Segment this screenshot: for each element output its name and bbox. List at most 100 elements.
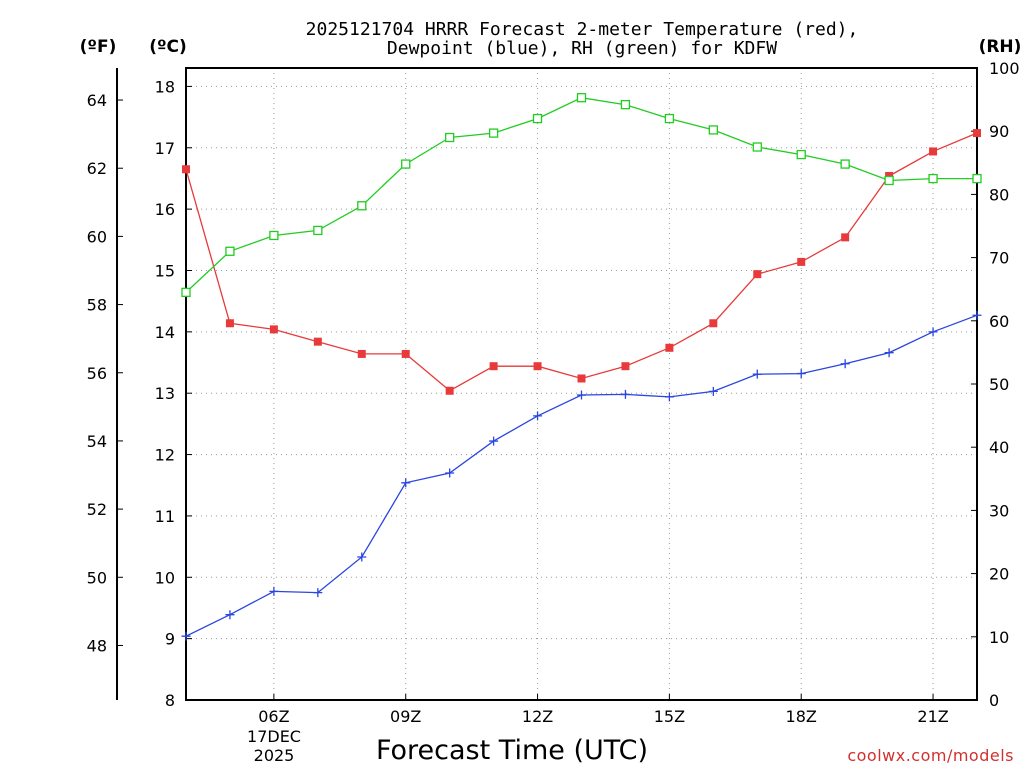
rh-tick-label: 40 <box>989 438 1009 457</box>
temperature-point <box>665 343 674 352</box>
dewpoint-series <box>181 310 982 641</box>
temperature-point <box>313 337 322 346</box>
rh-point <box>972 173 982 184</box>
x-tick-label: 21Z <box>917 707 948 726</box>
rh-tick-label: 70 <box>989 249 1009 268</box>
fahrenheit-tick-label: 60 <box>87 227 107 246</box>
dewpoint-point <box>752 369 762 379</box>
dewpoint-point <box>796 369 806 379</box>
rh-tick-label: 60 <box>989 312 1009 331</box>
dewpoint-point <box>445 468 455 478</box>
fahrenheit-tick-label: 56 <box>87 364 107 383</box>
celsius-tick-label: 11 <box>155 507 175 526</box>
fahrenheit-tick-label: 54 <box>87 432 107 451</box>
dewpoint-point <box>620 389 630 399</box>
temperature-point <box>269 325 278 334</box>
dewpoint-point <box>401 478 411 488</box>
rh-point <box>620 100 631 110</box>
temperature-point <box>489 362 498 371</box>
dewpoint-point <box>225 610 235 620</box>
rh-tick-label: 50 <box>989 375 1009 394</box>
dewpoint-point <box>269 586 279 596</box>
rh-tick-label: 10 <box>989 628 1009 647</box>
dewpoint-point <box>313 588 323 598</box>
rh-point <box>928 173 938 184</box>
date-label-day: 17DEC <box>247 727 301 746</box>
dewpoint-point <box>664 392 674 402</box>
rh-point <box>313 225 323 236</box>
rh-point <box>488 128 499 138</box>
rh-point <box>576 93 587 103</box>
rh-unit-label: (RH) <box>979 37 1022 57</box>
rh-series <box>181 93 982 298</box>
rh-tick-label: 100 <box>989 59 1020 78</box>
x-tick-label: 12Z <box>522 707 553 726</box>
dewpoint-point <box>533 411 543 421</box>
fahrenheit-tick-label: 50 <box>87 568 107 587</box>
x-tick-label: 18Z <box>786 707 817 726</box>
rh-point <box>357 201 367 211</box>
rh-point <box>532 113 543 124</box>
fahrenheit-tick-label: 52 <box>87 500 107 519</box>
temperature-series <box>182 129 981 395</box>
temperature-point <box>577 374 586 383</box>
rh-point <box>269 230 279 241</box>
rh-tick-label: 80 <box>989 185 1009 204</box>
rh-line <box>185 97 977 293</box>
temperature-point <box>709 319 718 328</box>
rh-point <box>884 175 894 186</box>
rh-point <box>840 159 850 169</box>
dewpoint-point <box>489 436 499 446</box>
temperature-point <box>973 129 981 138</box>
credit-label: coolwx.com/models <box>847 746 1014 765</box>
fahrenheit-tick-label: 48 <box>87 636 107 655</box>
rh-tick-label: 20 <box>989 565 1009 584</box>
rh-point <box>664 113 675 124</box>
celsius-tick-label: 9 <box>165 630 175 649</box>
dewpoint-point <box>577 390 586 400</box>
celsius-tick-labels: 8 9 10 11 12 13 14 15 16 17 18 <box>155 77 192 710</box>
x-tick-label: 09Z <box>390 707 421 726</box>
celsius-tick-label: 17 <box>155 139 175 158</box>
fahrenheit-tick-label: 58 <box>87 296 107 315</box>
celsius-tick-label: 14 <box>155 323 175 342</box>
fahrenheit-tick-label: 62 <box>87 159 107 178</box>
x-tick-labels: 06Z 09Z 12Z 15Z 18Z 21Z <box>258 694 949 726</box>
rh-tick-label: 0 <box>989 691 999 710</box>
temperature-point <box>533 362 542 371</box>
dewpoint-point <box>840 359 850 369</box>
rh-point <box>181 287 191 298</box>
dewpoint-point <box>972 310 982 320</box>
temperature-point <box>182 165 190 174</box>
celsius-tick-label: 15 <box>155 261 175 280</box>
celsius-tick-label: 8 <box>165 691 175 710</box>
x-tick-label: 06Z <box>258 707 289 726</box>
temperature-point <box>445 386 454 395</box>
rh-tick-labels: 0 10 20 30 40 50 60 70 80 90 100 <box>971 59 1020 710</box>
rh-point <box>445 132 455 143</box>
title-line-1: 2025121704 HRRR Forecast 2-meter Tempera… <box>306 19 859 40</box>
temperature-point <box>797 257 806 266</box>
dewpoint-point <box>357 552 367 562</box>
x-tick-label: 15Z <box>654 707 685 726</box>
series-layer <box>181 93 982 641</box>
temperature-point <box>401 349 410 358</box>
celsius-tick-label: 13 <box>155 384 175 403</box>
temperature-point <box>753 270 762 279</box>
temperature-point <box>225 319 234 328</box>
temperature-point <box>357 349 366 358</box>
fahrenheit-tick-labels: 48 50 52 54 56 58 60 62 64 <box>87 91 123 655</box>
date-label-year: 2025 <box>254 746 295 765</box>
rh-point <box>796 149 806 160</box>
dewpoint-point <box>928 327 938 337</box>
dewpoint-point <box>181 631 191 641</box>
x-axis-title: Forecast Time (UTC) <box>376 735 648 766</box>
celsius-tick-label: 18 <box>155 77 175 96</box>
fahrenheit-unit-label: (ºF) <box>80 37 117 57</box>
temperature-line <box>185 132 978 392</box>
celsius-unit-label: (ºC) <box>149 37 187 57</box>
temperature-point <box>929 147 938 156</box>
dewpoint-point <box>884 348 894 358</box>
dewpoint-point <box>708 386 718 396</box>
